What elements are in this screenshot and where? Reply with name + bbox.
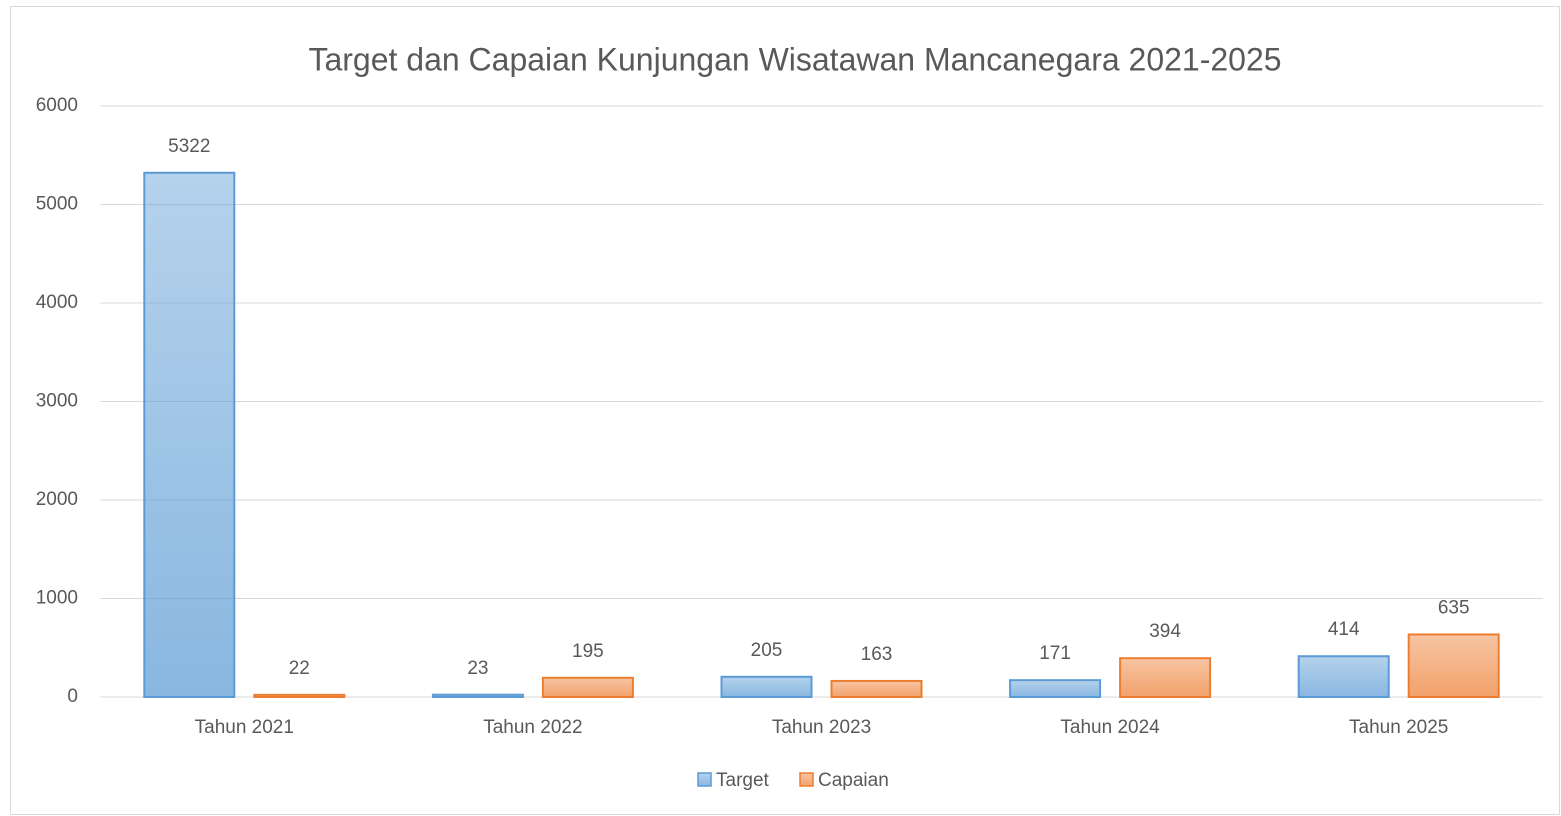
x-tick-label: Tahun 2022 [483, 717, 582, 738]
data-label: 205 [751, 640, 783, 661]
x-tick-label: Tahun 2021 [195, 717, 294, 738]
y-tick-label: 5000 [36, 194, 78, 215]
legend-swatch [697, 772, 712, 787]
bar [830, 679, 923, 699]
bar [1009, 679, 1102, 698]
bar [720, 675, 813, 698]
data-label: 163 [861, 644, 893, 665]
data-label: 5322 [168, 136, 210, 157]
x-tick-label: Tahun 2024 [1060, 717, 1160, 738]
bar [1119, 657, 1212, 698]
y-tick-label: 0 [67, 686, 78, 707]
y-tick-label: 6000 [36, 95, 78, 116]
bar [143, 171, 236, 698]
legend-swatch [799, 772, 814, 787]
legend-label: Target [716, 770, 770, 791]
bar [1297, 655, 1390, 699]
y-tick-label: 4000 [36, 292, 78, 313]
x-tick-label: Tahun 2025 [1349, 717, 1448, 738]
x-tick-label: Tahun 2023 [772, 717, 871, 738]
y-tick-label: 2000 [36, 489, 78, 510]
data-label: 23 [467, 658, 488, 679]
bar [1407, 633, 1500, 699]
data-label: 171 [1039, 643, 1071, 664]
data-label: 394 [1149, 621, 1181, 642]
bar [541, 676, 634, 698]
legend-label: Capaian [818, 770, 889, 791]
y-tick-label: 3000 [36, 391, 78, 412]
data-label: 414 [1328, 619, 1360, 640]
bar [253, 693, 346, 699]
data-label: 635 [1438, 597, 1470, 618]
data-label: 195 [572, 641, 604, 662]
data-label: 22 [289, 658, 310, 679]
y-tick-label: 1000 [36, 588, 78, 609]
bar [431, 693, 524, 698]
chart-title: Target dan Capaian Kunjungan Wisatawan M… [308, 41, 1281, 77]
